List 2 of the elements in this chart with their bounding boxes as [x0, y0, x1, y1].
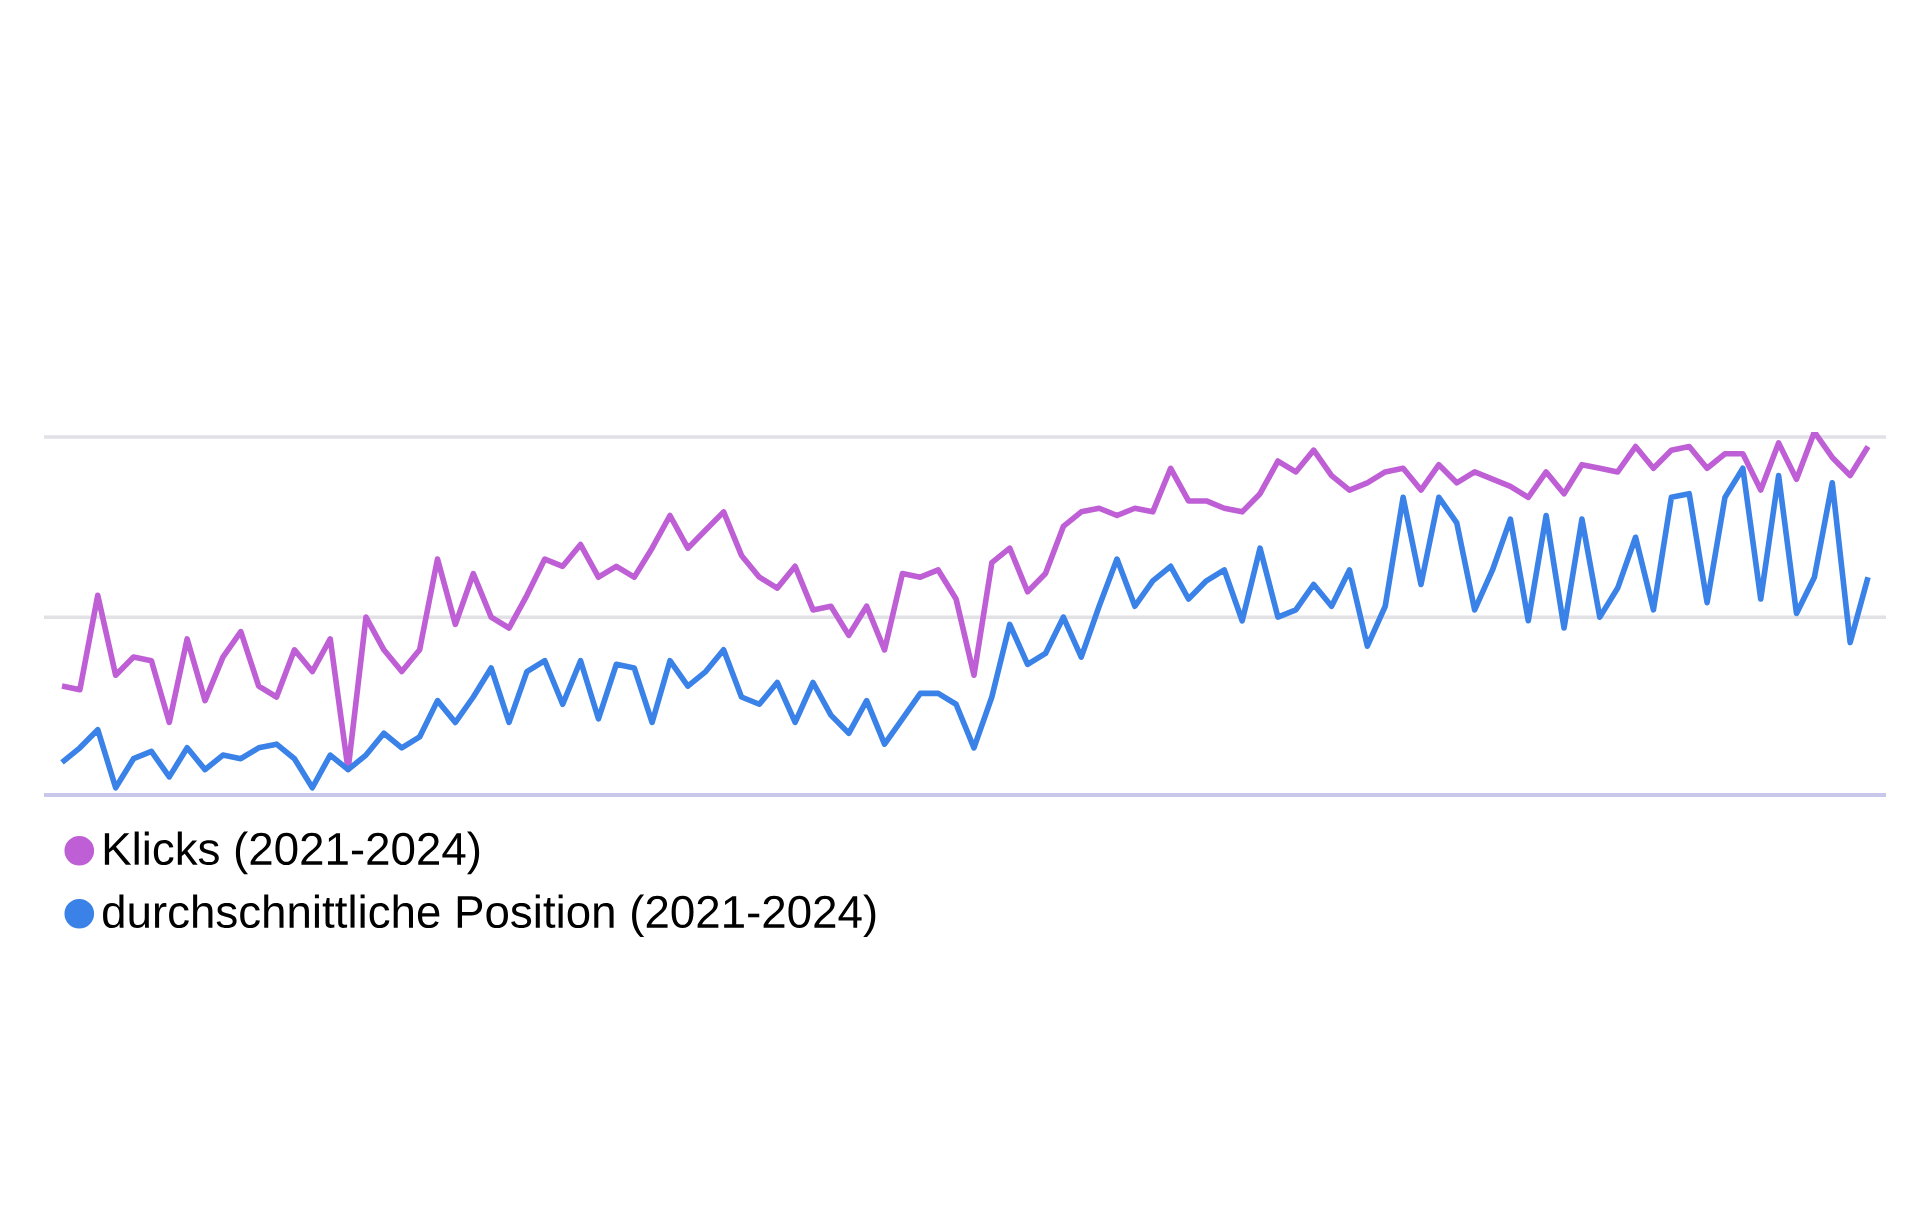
legend-label: Klicks (2021-2024) — [104, 831, 480, 875]
legend-label: durchschnittliche Position (2021-2024) — [103, 894, 876, 938]
